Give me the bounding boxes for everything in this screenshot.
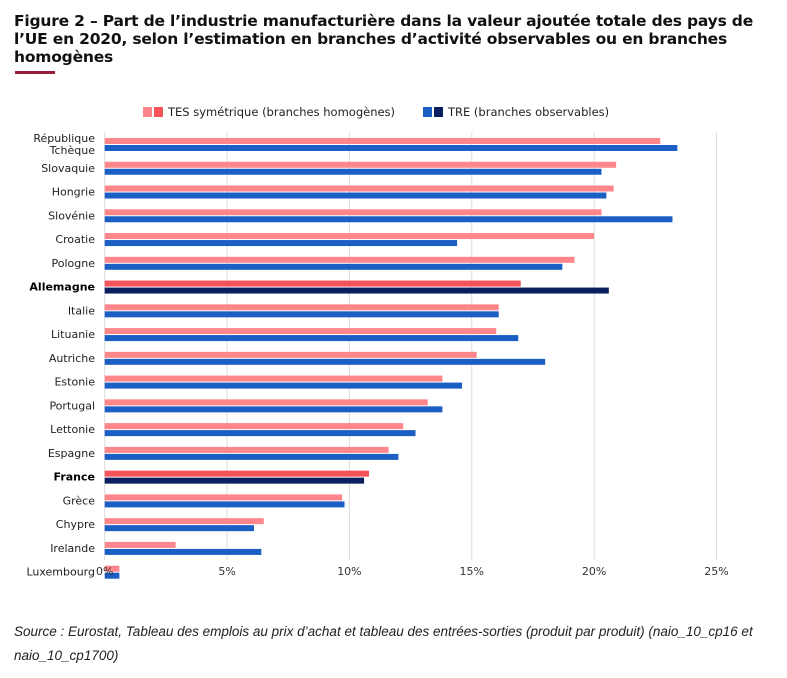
x-tick-labels: 0% 5% 10% 15% 20% 25% — [96, 565, 729, 578]
bar-tre — [104, 192, 607, 199]
bar-tes — [104, 256, 575, 263]
legend-label-tes: TES symétrique (branches homogènes) — [167, 105, 395, 119]
bar-chart: TES symétrique (branches homogènes) TRE … — [26, 105, 729, 579]
bar-tre — [104, 501, 345, 508]
bar-tes — [104, 351, 477, 358]
bar-tes — [104, 209, 602, 216]
bar-tre — [104, 216, 673, 223]
bar-tre — [104, 406, 443, 413]
legend-swatch-tre — [423, 107, 432, 117]
bar-tes — [104, 446, 389, 453]
bar-tre — [104, 382, 462, 389]
bar-tes — [104, 185, 614, 192]
category-label: Italie — [68, 304, 95, 317]
bar-tre — [104, 572, 120, 579]
category-label: Lituanie — [51, 328, 95, 341]
x-tick-label: 5% — [218, 565, 235, 578]
legend-swatch-tes-highlight — [154, 107, 163, 117]
legend: TES symétrique (branches homogènes) TRE … — [143, 105, 609, 119]
bar-tes — [104, 470, 369, 477]
bar-tre — [104, 548, 262, 555]
x-tick-label: 20% — [582, 565, 606, 578]
x-tick-label: 0% — [96, 565, 113, 578]
bar-tes — [104, 161, 617, 168]
bar-tre — [104, 287, 609, 294]
source-note: Source : Eurostat, Tableau des emplois a… — [14, 624, 753, 663]
bar-tes — [104, 399, 428, 406]
gridlines — [104, 132, 717, 560]
bar-tre — [104, 311, 499, 318]
bar-tes — [104, 328, 497, 335]
title-underline — [15, 71, 55, 74]
bar-tre — [104, 145, 678, 151]
category-label: République — [33, 132, 95, 145]
legend-label-tre: TRE (branches observables) — [447, 105, 609, 119]
category-label: Chypre — [56, 518, 95, 531]
category-label: Slovénie — [48, 209, 95, 222]
bar-tre — [104, 477, 365, 484]
bar-tes — [104, 541, 176, 548]
x-tick-label: 10% — [337, 565, 361, 578]
category-label: Tchèque — [49, 144, 96, 157]
legend-swatch-tre-highlight — [434, 107, 443, 117]
category-label: Luxembourg — [26, 566, 95, 579]
category-label: Allemagne — [29, 281, 95, 294]
bar-tes — [104, 565, 120, 572]
bar-tre — [104, 263, 563, 270]
category-label: Autriche — [49, 352, 95, 365]
category-label: Croatie — [55, 233, 95, 246]
bar-tre — [104, 525, 254, 532]
category-label: Espagne — [48, 447, 95, 460]
bar-tes — [104, 233, 595, 240]
bar-tes — [104, 494, 343, 501]
category-label: Irelande — [50, 542, 95, 555]
bar-tre — [104, 240, 458, 247]
bar-tes — [104, 423, 404, 430]
category-label: Portugal — [49, 399, 95, 412]
bar-tre — [104, 358, 546, 365]
legend-swatch-tes — [143, 107, 152, 117]
bar-tes — [104, 518, 264, 525]
x-tick-label: 15% — [460, 565, 484, 578]
category-label: Pologne — [52, 257, 96, 270]
bar-tre — [104, 430, 416, 437]
bar-tre — [104, 335, 519, 342]
category-label: France — [54, 471, 95, 484]
category-label: Estonie — [54, 376, 95, 389]
bar-tes — [104, 280, 521, 287]
bar-tre — [104, 453, 399, 460]
category-label: Hongrie — [52, 186, 96, 199]
bar-tes — [104, 138, 661, 144]
bars — [104, 138, 678, 579]
bar-tes — [104, 304, 499, 311]
category-label: Lettonie — [50, 423, 95, 436]
bar-tes — [104, 375, 443, 382]
bar-tre — [104, 168, 602, 175]
x-tick-label: 25% — [704, 565, 728, 578]
category-label: Grèce — [63, 494, 96, 507]
category-label: Slovaquie — [41, 162, 95, 175]
figure-title: Figure 2 – Part de l’industrie manufactu… — [14, 12, 754, 66]
